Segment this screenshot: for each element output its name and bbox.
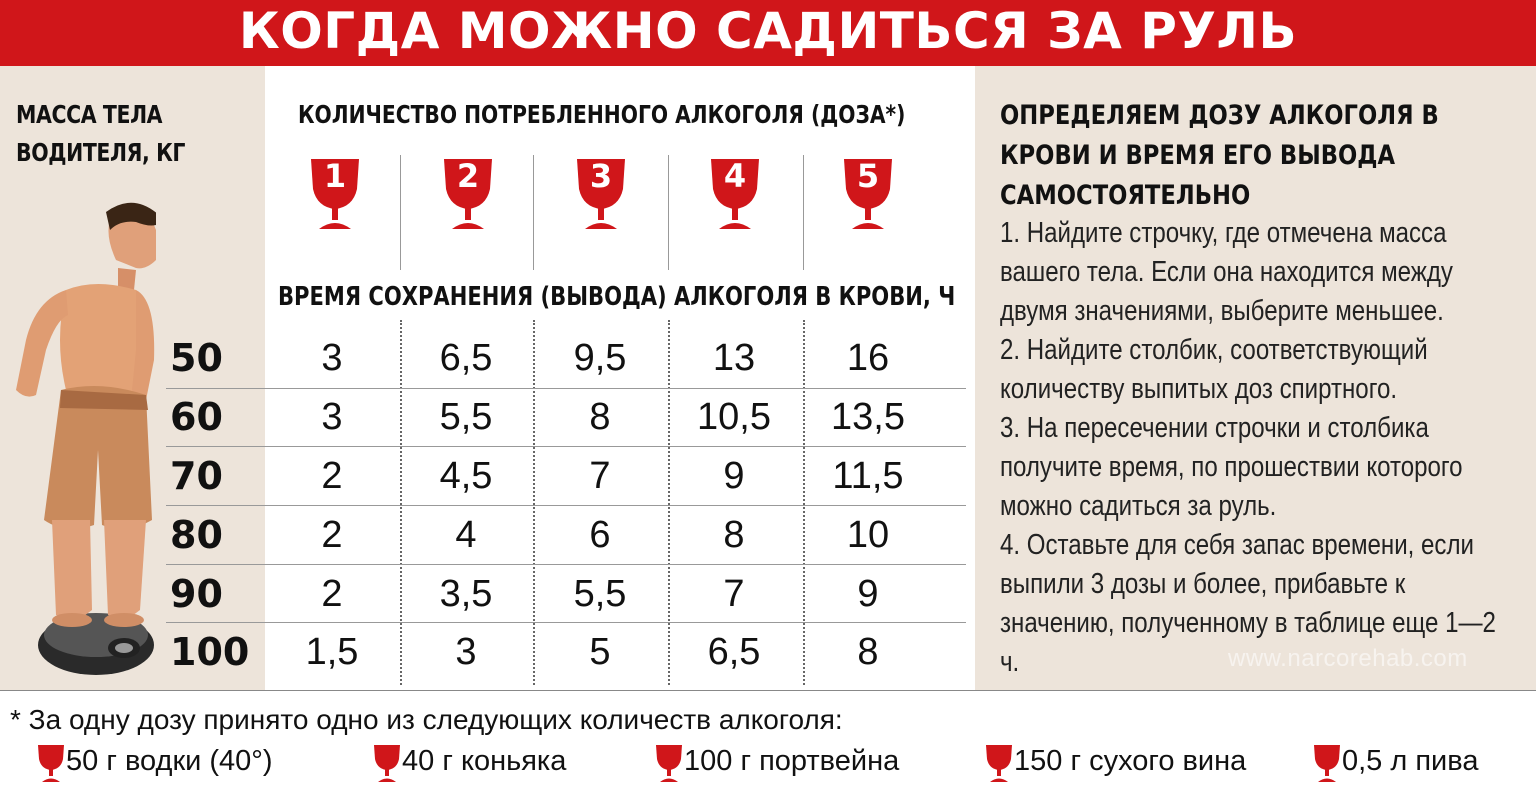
table-cell: 6,5 [439, 337, 493, 379]
column-divider [668, 320, 670, 685]
dose-1-wine-glass-icon: 1 [305, 155, 365, 233]
column-divider [533, 155, 534, 270]
table-cell: 9,5 [573, 337, 627, 379]
table-cell: 3 [455, 631, 477, 673]
dose-header: КОЛИЧЕСТВО ПОТРЕБЛЕННОГО АЛКОГОЛЯ (ДОЗА*… [298, 100, 906, 129]
table-cell: 9 [723, 455, 745, 497]
man-on-scale-illustration [16, 202, 156, 675]
mass-value: 60 [170, 395, 223, 439]
footnote: * За одну дозу принято одно из следующих… [10, 704, 843, 735]
instruction-step: 1. Найдите строчку, где отмечена масса в… [1000, 217, 1453, 327]
wine-glass-icon [986, 745, 1012, 782]
table-cell: 5,5 [573, 573, 627, 615]
table-cell: 4 [455, 514, 477, 556]
column-divider [533, 320, 535, 685]
right-panel [975, 66, 1536, 691]
dose-number: 4 [723, 157, 747, 195]
table-cell: 7 [589, 455, 611, 497]
table-cell: 1,5 [305, 631, 359, 673]
table-cell: 8 [589, 396, 611, 438]
dose-3-wine-glass-icon: 3 [571, 155, 631, 233]
page-title: КОГДА МОЖНО САДИТЬСЯ ЗА РУЛЬ [0, 0, 1536, 66]
table-cell: 3,5 [439, 573, 493, 615]
table-cell: 8 [723, 514, 745, 556]
table-cell: 10 [846, 514, 890, 556]
table-cell: 6 [589, 514, 611, 556]
table-cell: 2 [321, 514, 343, 556]
row-divider [166, 564, 966, 565]
wine-glass-icon [38, 745, 64, 782]
table-cell: 11,5 [832, 455, 904, 497]
divider [0, 690, 1536, 691]
instructions: 1. Найдите строчку, где отмечена масса в… [1000, 214, 1519, 682]
instructions-title: ОПРЕДЕЛЯЕМ ДОЗУ АЛКОГОЛЯ В КРОВИ И ВРЕМЯ… [1000, 100, 1439, 211]
time-header: ВРЕМЯ СОХРАНЕНИЯ (ВЫВОДА) АЛКОГОЛЯ В КРО… [278, 282, 956, 312]
mass-value: 70 [170, 454, 223, 498]
table-cell: 3 [321, 337, 343, 379]
row-divider [166, 505, 966, 506]
dose-number: 5 [856, 157, 880, 195]
dose-4-wine-glass-icon: 4 [705, 155, 765, 233]
instruction-step: 4. Оставьте для себя запас времени, если… [1000, 529, 1496, 678]
watermark: www.narcorehab.com [1228, 645, 1468, 672]
legend-label: 100 г портвейна [684, 745, 900, 777]
table-cell: 13,5 [831, 396, 905, 438]
column-divider [803, 155, 804, 270]
column-divider [400, 320, 402, 685]
dose-number: 2 [456, 157, 480, 195]
column-divider [803, 320, 805, 685]
table-cell: 3 [321, 396, 343, 438]
table-cell: 2 [321, 573, 343, 615]
legend-label: 40 г коньяка [402, 745, 567, 777]
mass-value: 100 [170, 630, 250, 674]
table-cell: 7 [723, 573, 745, 615]
wine-glass-icon [374, 745, 400, 782]
table-cell: 13 [712, 337, 756, 379]
legend-label: 150 г сухого вина [1014, 745, 1247, 777]
table-cell: 10,5 [697, 396, 771, 438]
wine-glass-icon [656, 745, 682, 782]
instruction-step: 3. На пересечении строчки и столбика пол… [1000, 412, 1463, 522]
wine-glass-icon [1314, 745, 1340, 782]
instruction-step: 2. Найдите столбик, соответствующий коли… [1000, 334, 1428, 405]
column-divider [668, 155, 669, 270]
row-divider [166, 446, 966, 447]
legend-label: 0,5 л пива [1342, 745, 1479, 777]
mass-value: 80 [170, 513, 223, 557]
dose-5-wine-glass-icon: 5 [838, 155, 898, 233]
table-cell: 4,5 [439, 455, 493, 497]
column-divider [400, 155, 401, 270]
mass-value: 50 [170, 336, 223, 380]
table-cell: 5,5 [439, 396, 493, 438]
table-cell: 5 [589, 631, 611, 673]
row-divider [166, 622, 966, 623]
table-cell: 16 [846, 337, 890, 379]
dose-2-wine-glass-icon: 2 [438, 155, 498, 233]
table-cell: 9 [857, 573, 879, 615]
dose-number: 1 [323, 157, 347, 195]
mass-value: 90 [170, 572, 223, 616]
row-divider [166, 388, 966, 389]
mass-column-header: МАССА ТЕЛА ВОДИТЕЛЯ, КГ [16, 100, 186, 167]
table-cell: 2 [321, 455, 343, 497]
legend-label: 50 г водки (40°) [66, 745, 273, 777]
table-cell: 8 [857, 631, 879, 673]
dose-number: 3 [589, 157, 613, 195]
table-cell: 6,5 [707, 631, 761, 673]
